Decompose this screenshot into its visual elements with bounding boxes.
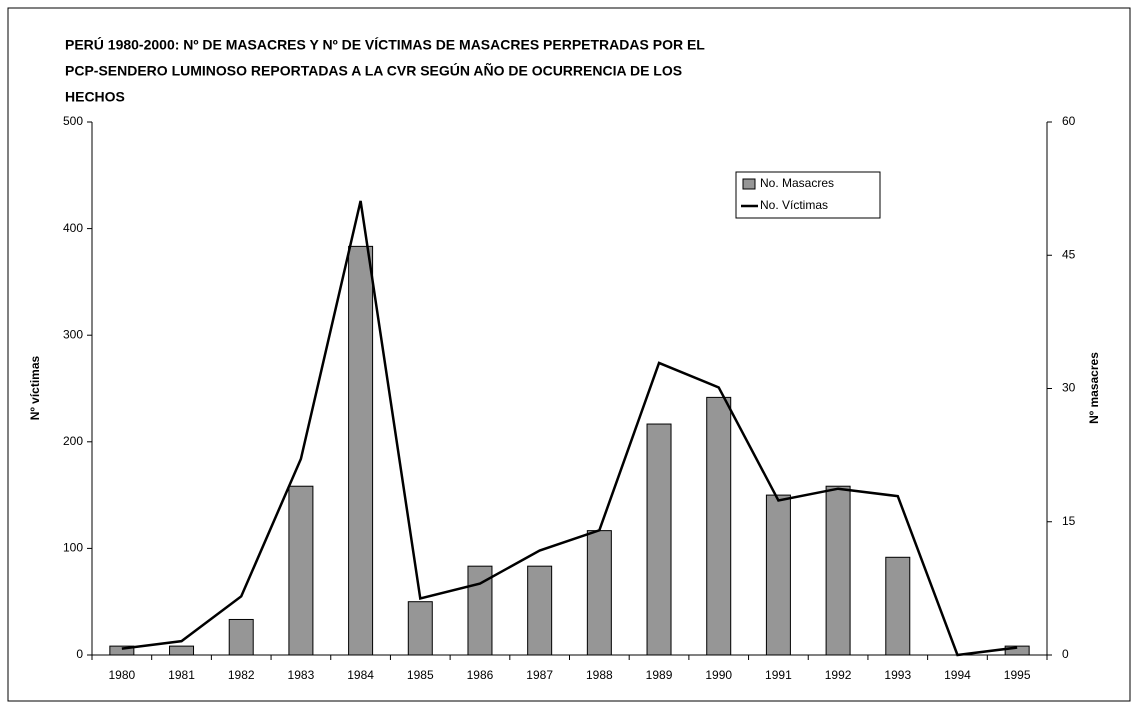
x-tick-label: 1991	[765, 668, 792, 682]
y-tick-label: 400	[63, 221, 83, 235]
y2-axis-label: Nº masacres	[1087, 352, 1101, 424]
bar	[825, 485, 851, 656]
bar	[288, 485, 314, 656]
x-tick-label: 1990	[705, 668, 732, 682]
bar	[527, 565, 553, 656]
y2-tick-label: 0	[1062, 647, 1069, 661]
x-tick-label: 1992	[825, 668, 852, 682]
x-tick-label: 1994	[944, 668, 971, 682]
x-tick-label: 1984	[347, 668, 374, 682]
y-tick-label: 100	[63, 541, 83, 555]
bar	[765, 494, 791, 656]
x-tick-label: 1986	[467, 668, 494, 682]
bar	[885, 556, 911, 656]
line	[121, 200, 1018, 657]
bar	[407, 601, 433, 656]
bar	[706, 396, 732, 656]
legend-box	[735, 171, 881, 219]
y-tick-label: 500	[63, 114, 83, 128]
x-tick-label: 1993	[884, 668, 911, 682]
y-tick-label: 0	[76, 647, 83, 661]
y-tick-label: 200	[63, 434, 83, 448]
y2-tick-label: 45	[1062, 247, 1076, 261]
bar	[586, 530, 612, 656]
legend-label: No. Víctimas	[760, 198, 828, 212]
chart-title: PCP-SENDERO LUMINOSO REPORTADAS A LA CVR…	[65, 62, 682, 79]
x-tick-label: 1985	[407, 668, 434, 682]
x-tick-label: 1987	[526, 668, 553, 682]
bar	[646, 423, 672, 656]
y-axis-label: Nº víctimas	[28, 355, 42, 420]
bar	[228, 618, 254, 656]
x-tick-label: 1980	[108, 668, 135, 682]
x-tick-label: 1981	[168, 668, 195, 682]
x-tick-label: 1983	[288, 668, 315, 682]
y2-tick-label: 30	[1062, 381, 1076, 395]
bar	[348, 245, 374, 656]
chart-title: HECHOS	[65, 89, 125, 105]
x-tick-label: 1995	[1004, 668, 1031, 682]
y2-tick-label: 15	[1062, 514, 1076, 528]
chart-border	[7, 7, 1131, 702]
chart-title: PERÚ 1980-2000: Nº DE MASACRES Y Nº DE V…	[65, 36, 705, 53]
bar	[467, 565, 493, 656]
legend-label: No. Masacres	[760, 176, 834, 190]
bar	[169, 645, 195, 656]
x-tick-label: 1989	[646, 668, 673, 682]
y-tick-label: 300	[63, 327, 83, 341]
x-tick-label: 1982	[228, 668, 255, 682]
x-tick-label: 1988	[586, 668, 613, 682]
legend-swatch	[742, 178, 756, 190]
y2-tick-label: 60	[1062, 114, 1076, 128]
